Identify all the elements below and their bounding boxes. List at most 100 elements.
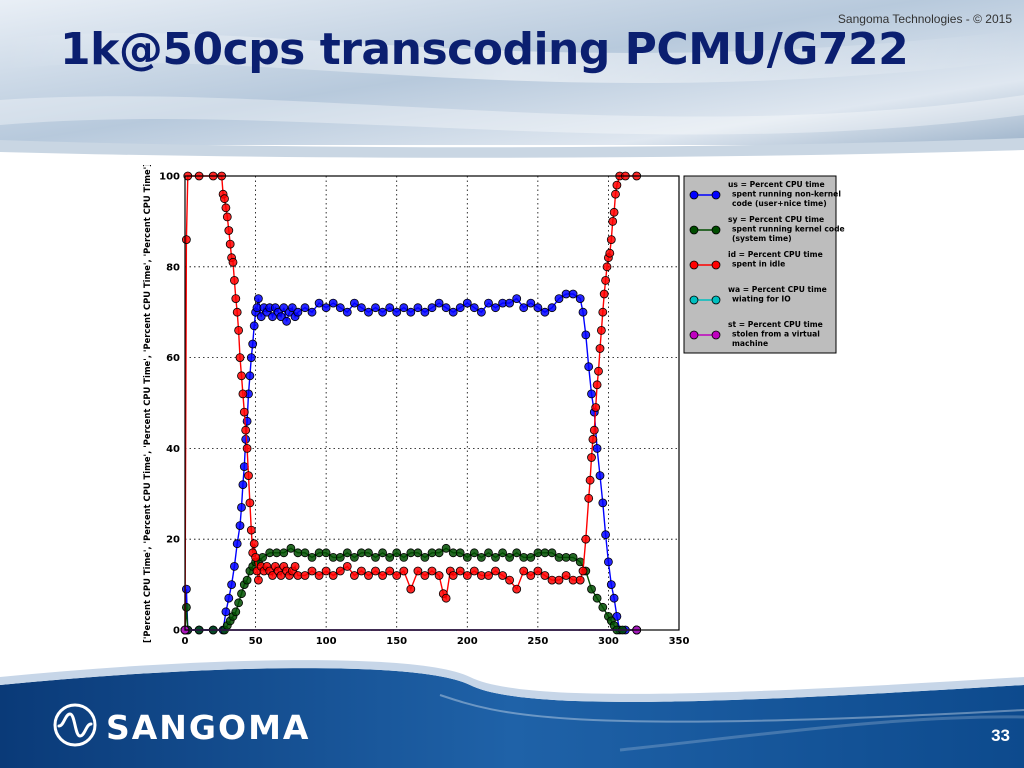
data-point — [290, 561, 300, 571]
data-point — [568, 289, 578, 299]
data-point — [512, 548, 522, 558]
data-point — [592, 443, 602, 453]
legend-marker — [689, 190, 699, 200]
y-tick-label: 40 — [166, 444, 180, 455]
y-tick-label: 60 — [166, 353, 180, 364]
data-point — [434, 571, 444, 580]
data-point — [321, 566, 331, 576]
data-point — [242, 443, 252, 453]
data-point — [248, 339, 258, 349]
y-tick-label: 100 — [159, 172, 180, 183]
data-point — [314, 298, 324, 308]
data-point — [462, 552, 472, 562]
data-point — [364, 548, 373, 558]
data-point — [392, 571, 402, 580]
data-point — [427, 303, 437, 313]
data-point — [239, 407, 249, 417]
data-point — [547, 303, 557, 313]
data-point — [314, 571, 324, 580]
data-point — [230, 276, 239, 285]
data-point — [342, 548, 352, 558]
data-point — [568, 552, 578, 562]
data-point — [505, 552, 515, 562]
data-point — [249, 539, 259, 549]
data-point — [221, 607, 231, 617]
data-point — [498, 548, 508, 558]
data-point — [321, 548, 331, 558]
data-point — [491, 303, 500, 313]
legend-entry-label: st = Percent CPU time stolen from a virtu… — [728, 320, 823, 348]
data-point — [328, 571, 338, 580]
data-point — [526, 552, 536, 562]
data-point — [441, 303, 451, 313]
y-axis-label: ['Percent CPU Time', 'Percent CPU Time',… — [142, 165, 152, 643]
data-point — [498, 571, 508, 580]
legend-marker — [689, 330, 699, 340]
data-point — [378, 307, 388, 317]
data-point — [349, 298, 359, 308]
data-point — [505, 298, 515, 308]
data-point — [608, 217, 618, 226]
x-tick-label: 250 — [527, 636, 548, 647]
data-point — [547, 548, 557, 558]
x-tick-label: 0 — [182, 636, 189, 647]
data-point — [420, 571, 430, 580]
data-point — [561, 571, 571, 580]
data-point — [228, 257, 238, 267]
x-tick-label: 50 — [249, 636, 263, 647]
data-point — [242, 575, 252, 585]
data-point — [254, 575, 263, 585]
header-banner — [0, 0, 1024, 160]
data-point — [603, 557, 613, 567]
data-point — [251, 552, 260, 562]
data-point — [434, 548, 444, 558]
data-point — [598, 602, 608, 612]
data-point — [594, 366, 603, 376]
series-id — [180, 171, 642, 635]
data-point — [239, 462, 249, 472]
data-point — [584, 362, 594, 372]
data-point — [182, 235, 191, 244]
data-point — [533, 566, 543, 576]
data-point — [307, 307, 317, 317]
data-point — [245, 371, 255, 381]
data-point — [602, 262, 612, 272]
data-point — [612, 180, 622, 190]
data-point — [484, 571, 493, 580]
legend-entry-label: id = Percent CPU time spent in idle — [728, 250, 823, 269]
data-point — [256, 312, 266, 322]
data-point — [399, 566, 409, 576]
data-point — [606, 235, 616, 244]
data-point — [237, 502, 246, 512]
data-point — [413, 566, 423, 576]
data-point — [385, 303, 395, 313]
data-point — [232, 307, 242, 317]
legend-marker — [711, 225, 721, 235]
data-point — [235, 521, 245, 531]
data-point — [609, 593, 619, 603]
data-point — [611, 189, 620, 199]
data-point — [222, 212, 232, 222]
data-point — [491, 566, 500, 576]
data-point — [371, 552, 380, 562]
legend-marker — [689, 260, 699, 270]
data-point — [300, 548, 310, 558]
x-tick-label: 100 — [316, 636, 337, 647]
data-point — [554, 294, 564, 304]
data-point — [491, 552, 500, 562]
data-point — [413, 303, 423, 313]
data-point — [469, 548, 479, 558]
data-point — [244, 471, 253, 481]
data-point — [578, 566, 588, 576]
data-point — [584, 493, 594, 503]
data-point — [469, 566, 479, 576]
brand-name: SANGOMA — [106, 708, 311, 747]
data-point — [254, 294, 263, 304]
data-point — [300, 571, 310, 580]
data-point — [455, 303, 465, 313]
data-point — [596, 325, 606, 335]
data-point — [237, 589, 246, 599]
data-point — [587, 453, 596, 462]
data-point — [519, 566, 529, 576]
data-point — [406, 307, 416, 317]
